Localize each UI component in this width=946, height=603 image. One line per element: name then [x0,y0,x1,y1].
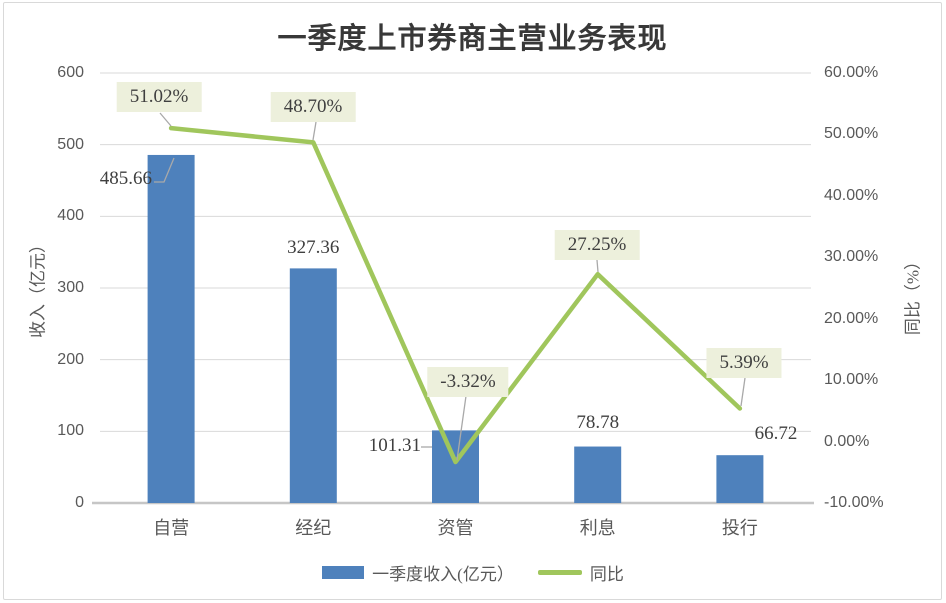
left-axis-title: 收入（亿元） [28,236,48,338]
revenue-bar [574,446,622,503]
leader-line [154,157,175,183]
leader-line [159,112,172,127]
legend-bar-swatch [322,565,365,579]
leader-line [596,259,599,273]
legend-line-swatch [537,569,582,575]
legend-bar-label: 一季度收入(亿元） [372,564,514,584]
leader-line [312,121,317,141]
leader-line [740,377,746,407]
revenue-bar [289,268,337,503]
leader-line [456,395,467,461]
revenue-bar [716,455,764,503]
chart-title: 一季度上市券商主营业务表现 [277,23,668,55]
yoy-line [168,125,743,465]
right-axis-title: 同比（%） [903,252,923,336]
legend-line-label: 同比 [589,564,624,584]
legend: 一季度收入(亿元） 同比 [0,558,946,586]
revenue-bar [147,154,195,503]
